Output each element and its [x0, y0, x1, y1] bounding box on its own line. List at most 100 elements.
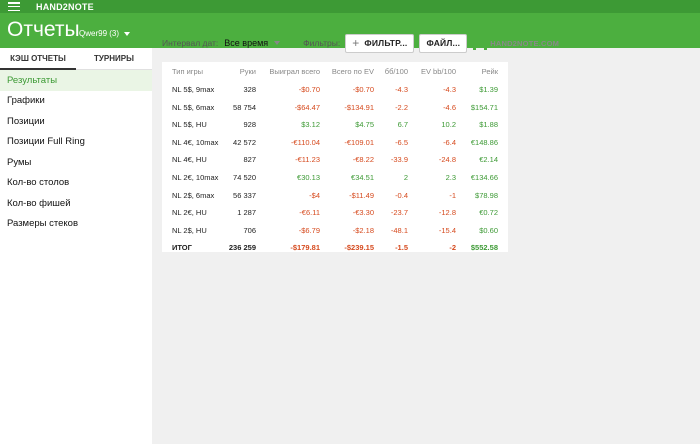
cell-won: $3.12	[301, 120, 320, 130]
cell-game: NL 5$, 9max	[172, 85, 215, 94]
col-ev-bb100[interactable]: EV bb/100	[420, 67, 456, 76]
cell-game: NL 2€, HU	[172, 208, 207, 218]
report-tabs: КЭШ ОТЧЕТЫ ТУРНИРЫ	[0, 48, 152, 70]
sidebar-item-positions-full-ring[interactable]: Позиции Full Ring	[7, 136, 85, 148]
cell-bb: -0.4	[395, 190, 408, 200]
cell-ev: -$0.70	[352, 85, 374, 94]
cell-evbb: 10.2	[441, 120, 456, 130]
cell-evbb: -15.4	[438, 225, 456, 235]
period-select[interactable]: Все время	[224, 38, 281, 48]
table-row[interactable]: NL 4€, HU 827 -€11.23 -€8.22 -33.9 -24.8 €2.14	[162, 151, 508, 169]
col-hands[interactable]: Руки	[239, 67, 256, 76]
cell-won: -$4	[309, 190, 320, 200]
cell-rake: $154.71	[470, 102, 498, 112]
user-select-value: Qwer99 (3)	[79, 29, 120, 38]
sidebar-item-rooms[interactable]: Румы	[7, 156, 32, 168]
cell-bb: 2	[403, 173, 408, 182]
cell-hands: 706	[243, 225, 256, 235]
cell-evbb: -12.8	[438, 208, 456, 218]
sidebar: КЭШ ОТЧЕТЫ ТУРНИРЫ Результаты Графики По…	[0, 48, 152, 444]
col-game-type[interactable]: Тип игры	[172, 67, 204, 76]
col-rake[interactable]: Рейк	[481, 67, 498, 76]
user-select[interactable]: Qwer99 (3)	[79, 29, 131, 38]
cell-ev: $4.75	[355, 120, 374, 130]
table-row[interactable]: NL 2$, HU 706 -$6.79 -$2.18 -48.1 -15.4 $0.60	[162, 222, 508, 240]
tab-tournaments[interactable]: ТУРНИРЫ	[94, 54, 134, 63]
period-label: Интервал дат:	[162, 38, 219, 48]
sidebar-item-table-count[interactable]: Кол-во столов	[7, 177, 70, 189]
cell-evbb: -2	[449, 243, 456, 253]
cell-ev: -$239.15	[344, 243, 374, 253]
cell-game: NL 5$, 6max	[172, 102, 215, 112]
col-won-total[interactable]: Выиграл всего	[269, 67, 320, 76]
sidebar-item-stack-sizes[interactable]: Размеры стеков	[7, 218, 78, 230]
cell-game: NL 4€, HU	[172, 155, 207, 165]
plus-icon: +	[352, 36, 360, 50]
add-filter-label: ФИЛЬТР...	[364, 38, 408, 48]
sidebar-item-graphs[interactable]: Графики	[7, 95, 45, 107]
cell-hands: 236 259	[228, 243, 256, 253]
cell-hands: 328	[243, 85, 256, 94]
app-titlebar: HAND2NOTE	[0, 0, 700, 13]
period-value: Все время	[224, 38, 269, 48]
cell-ev: €34.51	[351, 173, 374, 182]
hamburger-menu-icon[interactable]	[8, 2, 20, 11]
chevron-down-icon	[124, 31, 131, 36]
cell-rake: $552.58	[470, 243, 498, 253]
cell-rake: €2.14	[479, 155, 498, 165]
sidebar-item-positions[interactable]: Позиции	[7, 115, 45, 127]
cell-game: NL 2$, 6max	[172, 190, 215, 200]
cell-bb: -23.7	[390, 208, 408, 218]
cell-ev: -$134.91	[344, 102, 374, 112]
cell-rake: €148.86	[470, 137, 498, 147]
sidebar-item-chip-count[interactable]: Кол-во фишей	[7, 197, 71, 209]
table-row[interactable]: NL 2$, 6max 56 337 -$4 -$11.49 -0.4 -1 $78.98	[162, 187, 508, 205]
filter-bar: Интервал дат: Все время Фильтры: + ФИЛЬТ…	[162, 33, 559, 53]
cell-game: NL 5$, HU	[172, 120, 207, 130]
cell-hands: 74 520	[233, 173, 256, 182]
cell-hands: 42 572	[233, 137, 256, 147]
cell-hands: 58 754	[233, 102, 256, 112]
col-ev-total[interactable]: Всего по EV	[331, 67, 374, 76]
cell-won: -€110.04	[290, 137, 320, 147]
cell-rake: €134.66	[470, 173, 498, 182]
table-header: Тип игры Руки Выиграл всего Всего по EV …	[162, 63, 508, 81]
col-bb100[interactable]: бб/100	[384, 67, 408, 76]
table-row[interactable]: NL 2€, HU 1 287 -€6.11 -€3.30 -23.7 -12.8 €0.7…	[162, 204, 508, 222]
cell-evbb: -1	[449, 190, 456, 200]
page-title: Отчеты	[7, 18, 80, 41]
cell-bb: -48.1	[390, 225, 408, 235]
cell-rake: $78.98	[475, 190, 498, 200]
table-row[interactable]: NL 2€, 10max 74 520 €30.13 €34.51 2 2.3 €134.6…	[162, 169, 508, 187]
app-title: HAND2NOTE	[36, 1, 94, 12]
cell-game: NL 2€, 10max	[172, 173, 219, 182]
cell-ev: -€109.01	[344, 137, 374, 147]
cell-bb: -1.5	[395, 243, 408, 253]
brand-text: HAND2NOTE.COM	[490, 38, 560, 48]
table-row[interactable]: NL 5$, 6max 58 754 -$64.47 -$134.91 -2.2 -4.6…	[162, 99, 508, 117]
cell-bb: 6.7	[397, 120, 408, 130]
cell-game: NL 4€, 10max	[172, 137, 219, 147]
cell-ev: -$2.18	[352, 225, 374, 235]
table-row[interactable]: NL 5$, HU 928 $3.12 $4.75 6.7 10.2 $1.88	[162, 116, 508, 134]
table-total-row[interactable]: ИТОГ 236 259 -$179.81 -$239.15 -1.5 -2 $552.58	[162, 239, 508, 257]
cell-hands: 1 287	[237, 208, 256, 218]
table-row[interactable]: NL 5$, 9max 328 -$0.70 -$0.70 -4.3 -4.3 $1.39	[162, 81, 508, 99]
cell-won: -$64.47	[294, 102, 320, 112]
cell-evbb: -4.6	[443, 102, 456, 112]
cell-ev: -€3.30	[352, 208, 374, 218]
cell-rake: $0.60	[479, 225, 498, 235]
cell-hands: 56 337	[233, 190, 256, 200]
cell-won: -$6.79	[298, 225, 320, 235]
table-row[interactable]: NL 4€, 10max 42 572 -€110.04 -€109.01 -6.5 -6…	[162, 134, 508, 152]
sidebar-item-results[interactable]: Результаты	[0, 70, 152, 91]
chevron-down-icon	[274, 41, 281, 45]
file-button-label: ФАЙЛ...	[426, 38, 461, 48]
cell-bb: -33.9	[390, 155, 408, 165]
filters-label: Фильтры:	[303, 38, 341, 48]
add-filter-button[interactable]: + ФИЛЬТР...	[345, 33, 415, 53]
cell-hands: 827	[243, 155, 256, 165]
cell-evbb: -24.8	[438, 155, 456, 165]
file-button[interactable]: ФАЙЛ...	[419, 33, 468, 53]
tab-cash-reports[interactable]: КЭШ ОТЧЕТЫ	[0, 48, 76, 70]
